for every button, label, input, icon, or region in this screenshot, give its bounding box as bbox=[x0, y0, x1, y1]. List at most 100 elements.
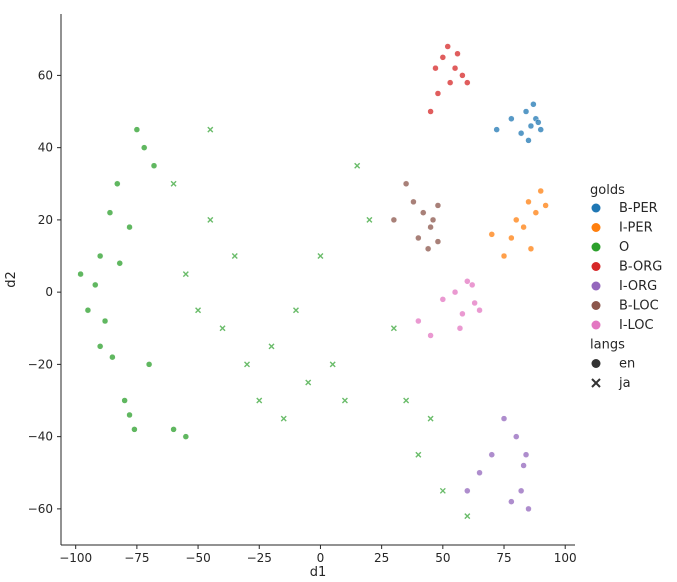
legend-entry-label: I-LOC bbox=[619, 318, 654, 333]
legend-marker bbox=[591, 301, 601, 310]
y-tick-label: 0 bbox=[45, 285, 53, 299]
data-point bbox=[451, 64, 459, 72]
data-point bbox=[170, 426, 177, 433]
y-tick-label: −20 bbox=[28, 357, 53, 371]
data-point bbox=[520, 462, 527, 469]
data-point bbox=[292, 307, 299, 314]
data-point bbox=[244, 361, 251, 368]
data-point bbox=[219, 325, 226, 332]
data-point bbox=[542, 202, 549, 209]
data-point bbox=[182, 433, 190, 440]
legend-marker bbox=[591, 320, 601, 330]
data-point bbox=[508, 234, 515, 242]
data-point bbox=[427, 415, 434, 422]
data-point bbox=[537, 187, 544, 195]
data-point bbox=[522, 108, 530, 115]
data-point bbox=[517, 487, 525, 495]
legend-marker bbox=[591, 242, 601, 252]
data-point bbox=[317, 253, 324, 260]
data-point bbox=[439, 487, 446, 494]
data-point bbox=[429, 216, 437, 224]
legend-marker bbox=[591, 203, 601, 213]
x-tick-label: 25 bbox=[374, 551, 389, 565]
legend-marker bbox=[591, 223, 601, 232]
data-point bbox=[116, 259, 123, 267]
data-point bbox=[537, 126, 544, 133]
x-tick-label: 75 bbox=[496, 551, 511, 565]
y-axis-label: d2 bbox=[4, 271, 19, 288]
data-point bbox=[439, 54, 447, 61]
data-point bbox=[92, 281, 99, 289]
data-point bbox=[427, 332, 434, 339]
legend-marker bbox=[591, 262, 601, 271]
y-tick-label: 20 bbox=[38, 213, 53, 227]
x-tick-label: −50 bbox=[185, 551, 210, 565]
data-point bbox=[403, 397, 410, 404]
data-point bbox=[126, 223, 133, 231]
data-point bbox=[415, 317, 422, 325]
legend-entry-label: B-PER bbox=[619, 201, 658, 216]
data-point bbox=[493, 126, 500, 133]
data-point bbox=[150, 162, 158, 169]
data-point bbox=[517, 129, 525, 137]
data-point bbox=[508, 498, 515, 505]
legend-marker bbox=[591, 281, 601, 291]
legend-entry-label: O bbox=[619, 240, 629, 255]
x-tick-label: 100 bbox=[554, 551, 577, 565]
x-axis-label: d1 bbox=[310, 565, 327, 580]
data-point bbox=[513, 433, 520, 440]
data-point bbox=[305, 379, 312, 386]
data-point bbox=[415, 451, 422, 458]
data-point bbox=[96, 252, 104, 260]
data-point bbox=[109, 353, 116, 361]
data-point bbox=[354, 162, 361, 169]
data-point bbox=[525, 137, 532, 144]
data-point bbox=[280, 415, 287, 422]
x-tick-label: 50 bbox=[435, 551, 450, 565]
data-point bbox=[390, 216, 398, 224]
data-point bbox=[207, 126, 214, 133]
data-point bbox=[527, 245, 535, 253]
x-tick-label: −75 bbox=[124, 551, 149, 565]
legend-marker bbox=[591, 378, 601, 388]
data-point bbox=[527, 122, 535, 130]
data-point bbox=[535, 119, 542, 126]
data-point bbox=[530, 101, 537, 108]
data-point bbox=[133, 126, 141, 133]
legend-entry-label: B-ORG bbox=[619, 260, 662, 275]
data-point bbox=[145, 361, 153, 368]
data-point bbox=[532, 209, 540, 216]
legend-style-title: langs bbox=[590, 338, 625, 353]
data-point bbox=[96, 343, 104, 350]
data-point bbox=[402, 180, 410, 188]
data-point bbox=[410, 198, 417, 206]
data-point bbox=[106, 209, 114, 216]
x-tick-label: −100 bbox=[59, 551, 92, 565]
y-tick-label: −60 bbox=[28, 502, 53, 516]
data-point bbox=[464, 487, 471, 495]
data-point bbox=[444, 43, 451, 50]
data-point bbox=[500, 415, 508, 422]
data-point bbox=[434, 238, 442, 245]
legend-entry-label: en bbox=[619, 357, 635, 372]
data-point bbox=[488, 231, 496, 238]
data-point bbox=[476, 306, 483, 314]
data-point bbox=[520, 223, 527, 231]
data-point bbox=[114, 180, 121, 188]
data-point bbox=[341, 397, 348, 404]
data-point bbox=[459, 72, 466, 79]
points-layer bbox=[77, 43, 549, 520]
legend-entry-label: ja bbox=[618, 376, 631, 391]
x-tick-label: 0 bbox=[317, 551, 325, 565]
data-point bbox=[432, 64, 439, 72]
data-point bbox=[464, 278, 471, 285]
data-point bbox=[468, 281, 476, 289]
data-point bbox=[476, 469, 483, 477]
y-tick-label: 60 bbox=[38, 68, 53, 82]
data-point bbox=[424, 245, 432, 253]
legend-entry-label: I-PER bbox=[619, 221, 653, 236]
data-point bbox=[464, 79, 471, 86]
data-point bbox=[366, 216, 373, 223]
data-point bbox=[525, 505, 532, 513]
data-point bbox=[170, 180, 177, 187]
